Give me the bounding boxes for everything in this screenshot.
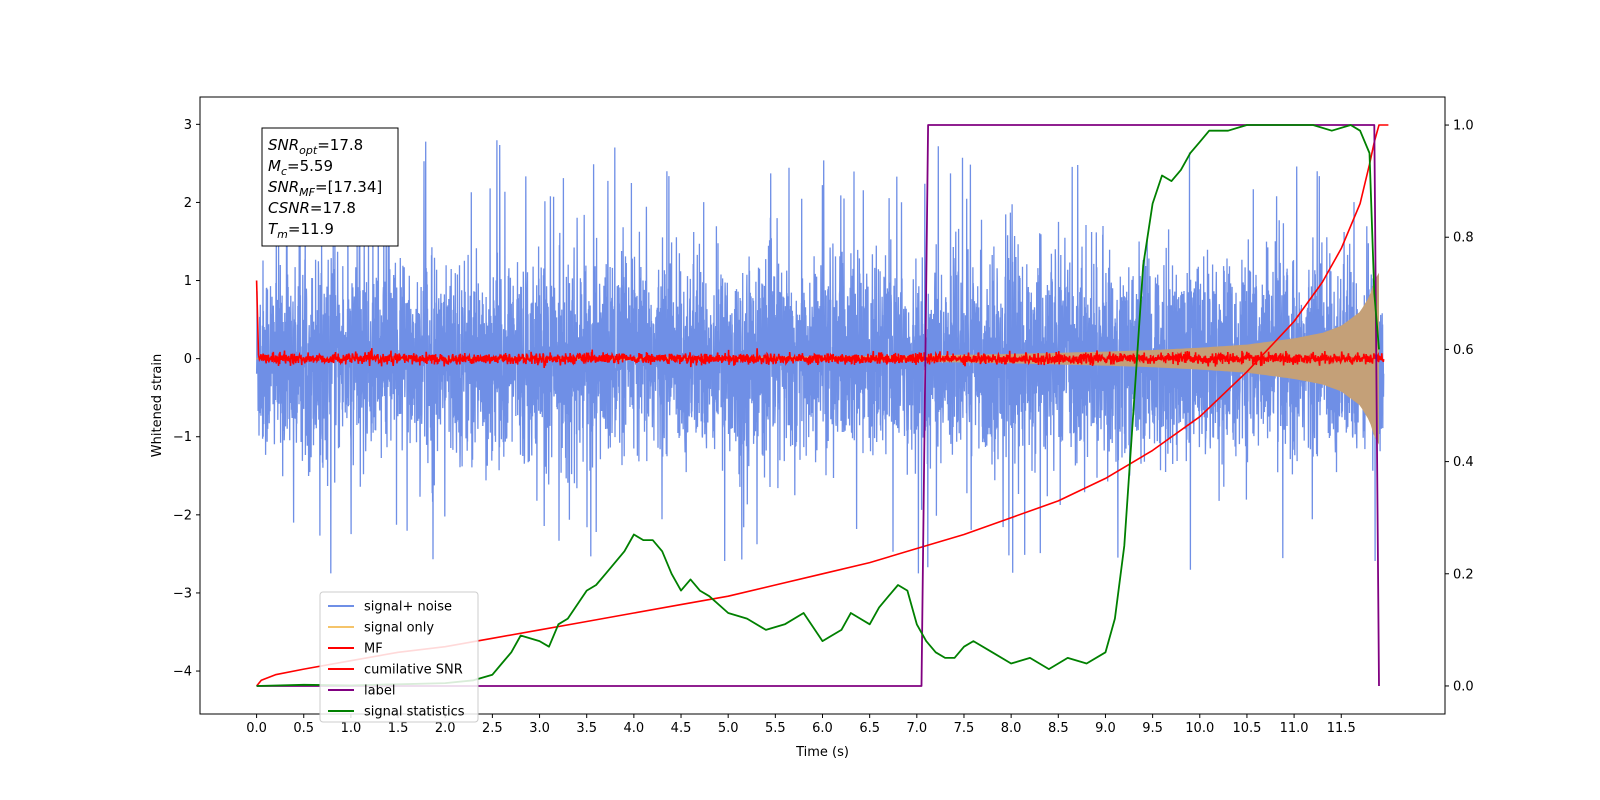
x-tick-label: 8.5 bbox=[1048, 721, 1069, 736]
series-signal-plus-noise bbox=[255, 140, 1385, 574]
x-tick-label: 5.0 bbox=[718, 721, 739, 736]
info-symbol: SNR bbox=[268, 178, 299, 196]
info-subscript: opt bbox=[299, 144, 318, 157]
y2-tick-label: 0.2 bbox=[1453, 567, 1474, 582]
legend-label: label bbox=[364, 684, 395, 699]
series-mf bbox=[255, 280, 1385, 368]
info-symbol: CSNR bbox=[268, 199, 310, 217]
info-line: SNRMF=[17.34] bbox=[268, 178, 382, 199]
legend-label: signal+ noise bbox=[364, 600, 452, 615]
y2-tick-label: 0.0 bbox=[1453, 679, 1474, 694]
x-tick-label: 7.0 bbox=[906, 721, 927, 736]
x-tick-label: 2.0 bbox=[435, 721, 456, 736]
legend-label: cumilative SNR bbox=[364, 663, 463, 678]
y2-tick-label: 0.8 bbox=[1453, 231, 1474, 246]
x-tick-label: 1.5 bbox=[388, 721, 409, 736]
x-tick-label: 9.5 bbox=[1142, 721, 1163, 736]
info-subscript: MF bbox=[299, 186, 315, 199]
info-subscript: c bbox=[281, 165, 287, 178]
x-tick-label: 8.0 bbox=[1001, 721, 1022, 736]
info-line: Mc=5.59 bbox=[268, 157, 333, 178]
x-tick-label: 5.5 bbox=[765, 721, 786, 736]
y2-tick-label: 1.0 bbox=[1453, 119, 1474, 134]
info-line: Tm=11.9 bbox=[268, 220, 334, 241]
legend: signal+ noise signal only MF cumilative SNR… bbox=[319, 591, 479, 723]
x-tick-label: 4.5 bbox=[671, 721, 692, 736]
x-tick-label: 11.5 bbox=[1327, 721, 1356, 736]
y-tick-label: 3 bbox=[184, 118, 192, 133]
y-tick-label: 2 bbox=[184, 196, 192, 211]
x-tick-label: 1.0 bbox=[341, 721, 362, 736]
x-tick-label: 0.5 bbox=[293, 721, 314, 736]
x-tick-label: 6.0 bbox=[812, 721, 833, 736]
info-line: CSNR=17.8 bbox=[268, 199, 356, 217]
info-line: SNRopt=17.8 bbox=[268, 136, 363, 157]
legend-label: signal statistics bbox=[364, 705, 465, 720]
x-tick-label: 0.0 bbox=[246, 721, 267, 736]
info-box-frame bbox=[261, 127, 399, 247]
series-signal-statistics bbox=[256, 124, 1380, 687]
y-tick-label: 0 bbox=[184, 352, 192, 367]
info-box: SNRopt=17.8Mc=5.59SNRMF=[17.34]CSNR=17.8… bbox=[261, 127, 399, 247]
legend-label: MF bbox=[364, 642, 383, 657]
legend-label: signal only bbox=[364, 621, 434, 636]
info-subscript: m bbox=[277, 228, 288, 241]
x-tick-label: 2.5 bbox=[482, 721, 503, 736]
y-tick-label: −3 bbox=[173, 586, 192, 601]
y-tick-label: 1 bbox=[184, 274, 192, 289]
info-value: =17.8 bbox=[317, 136, 363, 154]
x-tick-label: 7.5 bbox=[954, 721, 975, 736]
y2-tick-label: 0.4 bbox=[1453, 455, 1474, 470]
info-value: =11.9 bbox=[288, 220, 334, 238]
y-tick-label: −4 bbox=[173, 665, 192, 680]
info-symbol: T bbox=[268, 220, 279, 238]
ticks-layer: 0.0 0.5 1.0 1.5 2.0 2.5 3.0 3.5 4.0 4.5 5.0 5.5 6.0 6… bbox=[173, 118, 1474, 736]
y-tick-label: −2 bbox=[173, 508, 192, 523]
x-tick-label: 3.5 bbox=[576, 721, 597, 736]
info-value: =5.59 bbox=[287, 157, 333, 175]
y-axis-label: Whitened strain bbox=[150, 354, 165, 457]
y2-tick-label: 0.6 bbox=[1453, 343, 1474, 358]
info-symbol: M bbox=[268, 157, 281, 175]
legend-frame bbox=[319, 591, 479, 723]
x-tick-label: 10.0 bbox=[1185, 721, 1214, 736]
x-tick-label: 11.0 bbox=[1280, 721, 1309, 736]
info-value: =[17.34] bbox=[315, 178, 382, 196]
x-tick-label: 3.0 bbox=[529, 721, 550, 736]
x-tick-label: 6.5 bbox=[859, 721, 880, 736]
x-tick-label: 9.0 bbox=[1095, 721, 1116, 736]
info-symbol: SNR bbox=[268, 136, 299, 154]
info-value: =17.8 bbox=[310, 199, 356, 217]
x-axis-label: Time (s) bbox=[795, 745, 849, 760]
x-tick-label: 10.5 bbox=[1232, 721, 1261, 736]
x-tick-label: 4.0 bbox=[624, 721, 645, 736]
y-tick-label: −1 bbox=[173, 430, 192, 445]
